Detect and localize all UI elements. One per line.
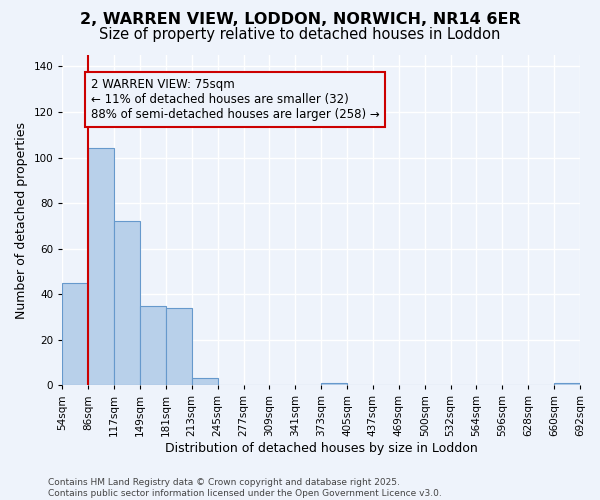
X-axis label: Distribution of detached houses by size in Loddon: Distribution of detached houses by size … [165, 442, 478, 455]
Bar [554, 383, 580, 386]
Bar [62, 283, 88, 386]
Text: 2 WARREN VIEW: 75sqm
← 11% of detached houses are smaller (32)
88% of semi-detac: 2 WARREN VIEW: 75sqm ← 11% of detached h… [91, 78, 380, 121]
Bar [140, 306, 166, 386]
Text: Size of property relative to detached houses in Loddon: Size of property relative to detached ho… [100, 28, 500, 42]
Bar [321, 383, 347, 386]
Bar [114, 222, 140, 386]
Text: Contains HM Land Registry data © Crown copyright and database right 2025.
Contai: Contains HM Land Registry data © Crown c… [48, 478, 442, 498]
Bar [166, 308, 192, 386]
Bar [192, 378, 218, 386]
Y-axis label: Number of detached properties: Number of detached properties [15, 122, 28, 318]
Bar [88, 148, 114, 386]
Text: 2, WARREN VIEW, LODDON, NORWICH, NR14 6ER: 2, WARREN VIEW, LODDON, NORWICH, NR14 6E… [80, 12, 520, 28]
